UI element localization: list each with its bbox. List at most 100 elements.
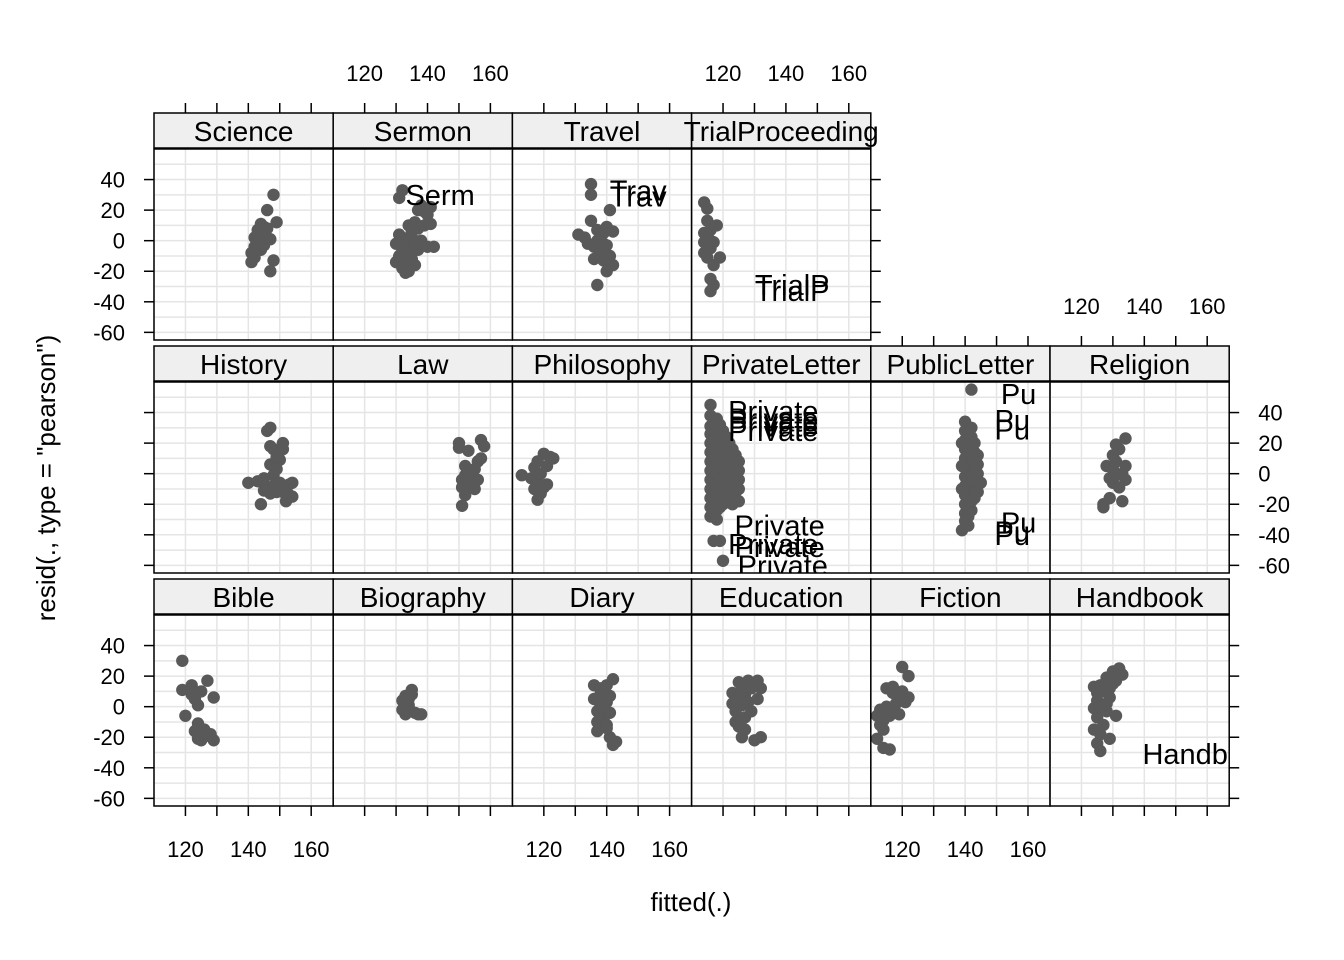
x-tick-label: 140: [409, 61, 446, 86]
data-point: [455, 499, 469, 512]
data-point: [1116, 495, 1129, 508]
x-tick-label: 160: [472, 61, 509, 86]
point-annotation: Private: [728, 411, 818, 443]
y-tick-label: 20: [101, 198, 125, 223]
panel-frame: [690, 148, 872, 341]
data-point: [1097, 501, 1110, 514]
data-point: [415, 708, 428, 721]
y-tick-label: 40: [101, 634, 125, 659]
strip-label: Handbook: [1076, 582, 1205, 613]
data-point: [965, 383, 978, 396]
strip-label: Sermon: [374, 116, 472, 147]
point-annotation: Pu: [995, 405, 1030, 437]
panel-science: Science: [153, 112, 334, 341]
point-annotation: Trav: [610, 175, 667, 207]
strip-header: [332, 345, 514, 382]
data-point: [207, 734, 220, 747]
x-axis-top-col4: [901, 336, 1029, 346]
x-tick-label: 140: [947, 837, 984, 862]
panel-frame: [153, 614, 334, 807]
strip-header: [1049, 345, 1230, 382]
panel-law: Law: [332, 345, 514, 574]
data-point: [591, 724, 604, 738]
data-point: [886, 686, 899, 700]
panel-philosophy: Philosophy: [511, 345, 693, 574]
data-point: [474, 452, 488, 465]
data-point: [254, 226, 268, 240]
data-point: [732, 455, 745, 468]
data-point: [902, 669, 915, 683]
panel-privateletter: PrivateLetterPrivatePrivatePrivatePrivat…: [690, 345, 872, 582]
data-point: [751, 692, 764, 706]
data-point: [267, 254, 280, 267]
data-point: [1103, 732, 1116, 745]
data-point: [896, 660, 909, 674]
point-annotation: TrialP: [755, 276, 830, 308]
data-point: [609, 735, 623, 748]
point-annotation: Private: [738, 550, 828, 582]
panel-frame: [690, 614, 872, 807]
x-axis-bottom-col0: 120 140 160: [167, 806, 330, 862]
data-point: [264, 421, 277, 434]
data-point: [704, 398, 717, 412]
data-point: [902, 691, 915, 704]
panel-education: Education: [690, 578, 872, 807]
y-tick-label: 20: [1258, 431, 1282, 456]
strip-header: [690, 112, 872, 149]
data-point: [1106, 449, 1120, 462]
y-axis-right-row1: -60 -40 -20 0 20 40: [1229, 401, 1290, 578]
point-annotation: Private: [734, 532, 824, 564]
data-point: [754, 682, 767, 695]
data-point: [270, 216, 283, 229]
data-point: [547, 452, 560, 465]
data-point: [716, 554, 730, 567]
strip-header: [153, 345, 334, 382]
y-tick-label: -20: [1258, 492, 1290, 517]
data-point: [185, 688, 198, 701]
point-annotation: Pu: [995, 414, 1030, 446]
data-point: [264, 265, 277, 278]
x-tick-label: 120: [525, 837, 562, 862]
x-tick-label: 120: [167, 837, 204, 862]
data-point: [462, 444, 475, 457]
data-point: [1119, 459, 1132, 473]
strip-header: [511, 345, 693, 382]
data-point: [591, 278, 604, 292]
strip-header: [1049, 578, 1230, 615]
y-tick-label: 20: [101, 664, 125, 689]
x-axis-bottom-col5: [1080, 806, 1208, 816]
panel-sermon: Sermon Serm: [332, 112, 514, 341]
x-axis-top-col5: 120 140 160: [1063, 294, 1226, 346]
y-tick-label: -60: [1258, 553, 1290, 578]
strip-label: Law: [397, 349, 449, 380]
panel-frame: [1049, 614, 1230, 807]
annotation-group: PrivatePrivatePrivatePrivatePrivatePriva…: [728, 396, 828, 582]
data-point: [191, 699, 205, 712]
x-tick-label: 160: [293, 837, 330, 862]
data-point: [606, 258, 620, 272]
data-point: [707, 278, 720, 292]
data-point: [176, 683, 189, 697]
strip-header: [153, 112, 334, 149]
data-point: [732, 482, 745, 496]
point-annotation: Private: [728, 396, 818, 428]
data-point: [729, 694, 742, 707]
y-axis-left-row1: [144, 411, 154, 567]
data-point: [603, 203, 617, 217]
strip-label: Bible: [212, 582, 274, 613]
strip-label: Travel: [564, 116, 641, 147]
x-tick-label: 140: [230, 837, 267, 862]
data-point: [732, 495, 745, 508]
strip-label: TrialProceeding: [684, 116, 879, 147]
data-point: [877, 723, 890, 736]
y-axis-right-row2: [870, 178, 881, 334]
point-annotation: Handb: [1142, 739, 1227, 771]
data-point: [704, 234, 717, 247]
data-point: [603, 689, 617, 703]
point-annotation: Private: [734, 511, 824, 543]
x-axis-top-col2: [543, 103, 671, 113]
panel-fiction: Fiction: [870, 578, 1051, 807]
data-point: [738, 723, 752, 736]
panel-frame: [153, 381, 334, 574]
